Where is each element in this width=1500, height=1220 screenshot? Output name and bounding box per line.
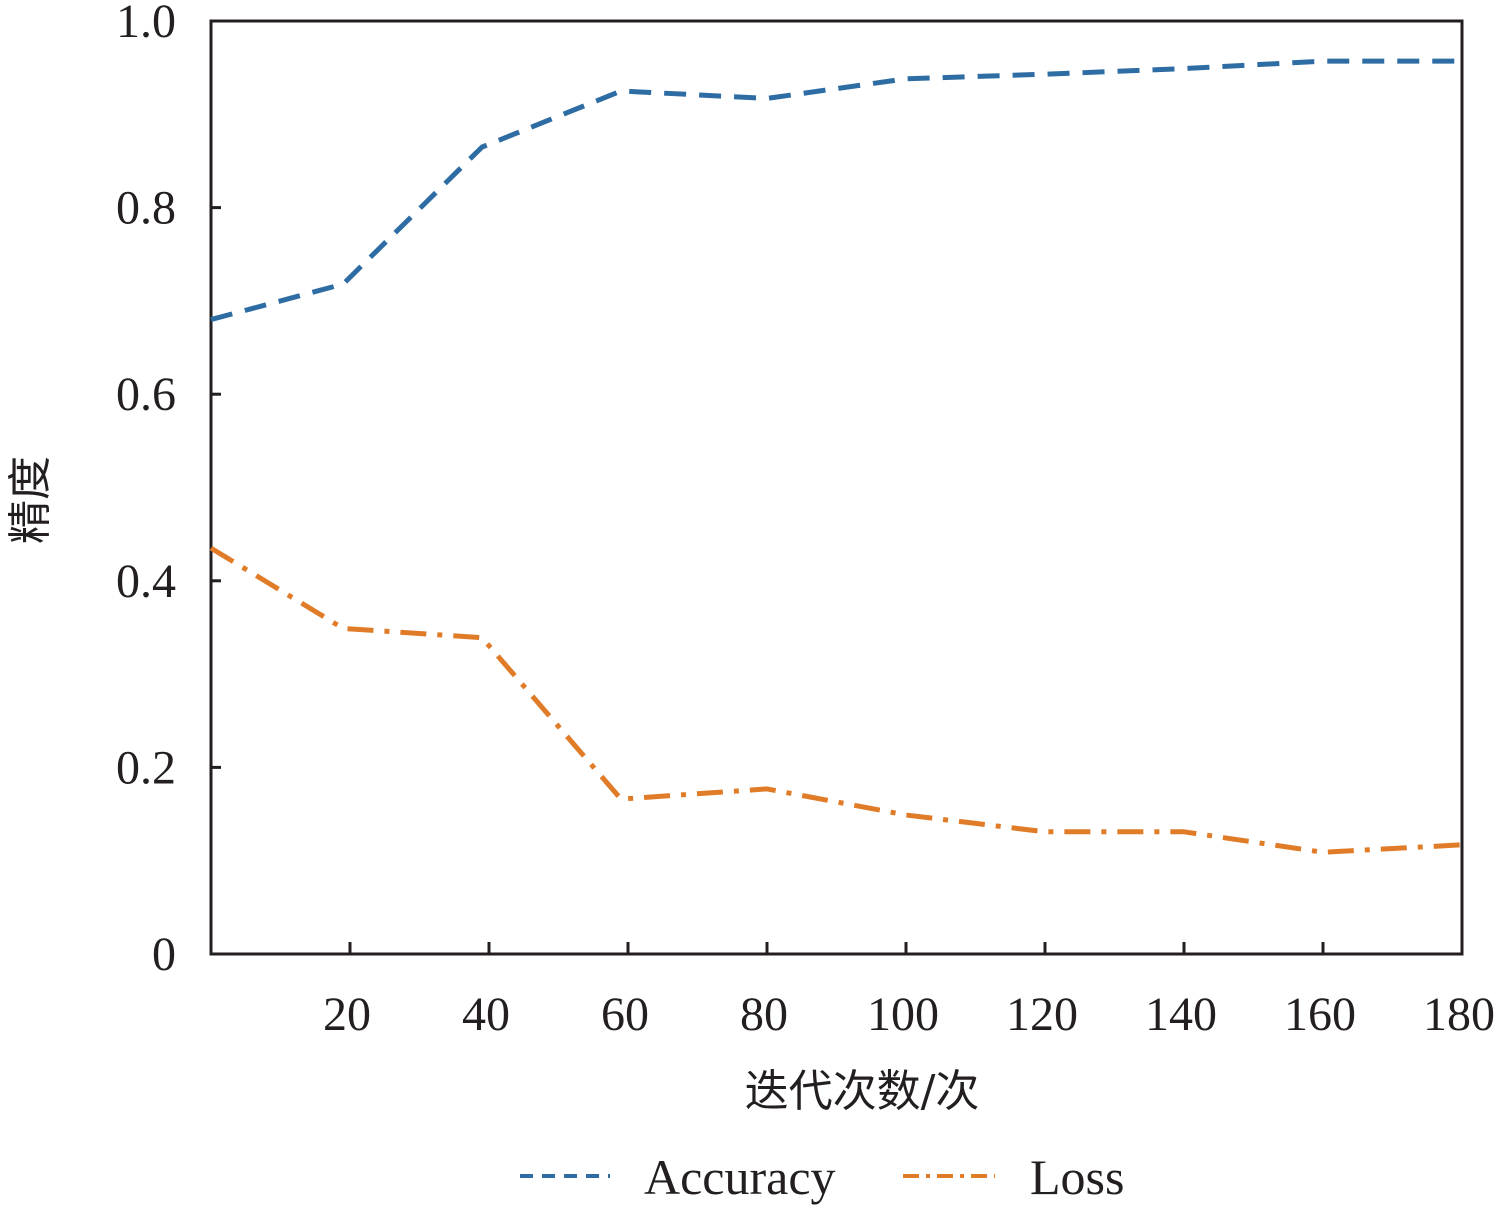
plot-frame [209,19,1464,956]
legend-label-loss: Loss [1030,1149,1124,1205]
x-tick-label: 160 [1284,988,1356,1041]
x-axis-title: 迭代次数/次 [745,1066,980,1117]
x-tick-label: 20 [323,988,371,1041]
x-tick-label: 180 [1423,988,1495,1041]
x-tick-label: 100 [867,988,939,1041]
series-line-loss [209,545,1463,855]
x-tick-label: 80 [740,988,788,1041]
x-tick-label: 40 [462,988,510,1041]
legend-label-accuracy: Accuracy [644,1149,836,1205]
y-axis-ticks: 0 0.2 0.4 0.6 0.8 1.0 [116,0,221,981]
y-tick-label: 0.6 [116,368,176,421]
y-axis-title: 精度 [5,456,56,544]
series-line-accuracy [210,58,1462,323]
y-tick-label: 0.2 [116,741,176,794]
y-tick-label: 0.4 [116,555,176,608]
x-tick-label: 60 [601,988,649,1041]
legend: Accuracy Loss [520,1149,1124,1205]
y-tick-label: 1.0 [116,0,176,48]
plot-frame-rect [209,19,1464,956]
x-tick-label: 140 [1145,988,1217,1041]
series-lines [209,58,1463,855]
y-tick-label: 0.8 [116,182,176,235]
x-axis-ticks: 20 40 60 80 100 120 140 160 180 [323,942,1495,1041]
x-tick-label: 120 [1006,988,1078,1041]
y-tick-label: 0 [152,928,176,981]
